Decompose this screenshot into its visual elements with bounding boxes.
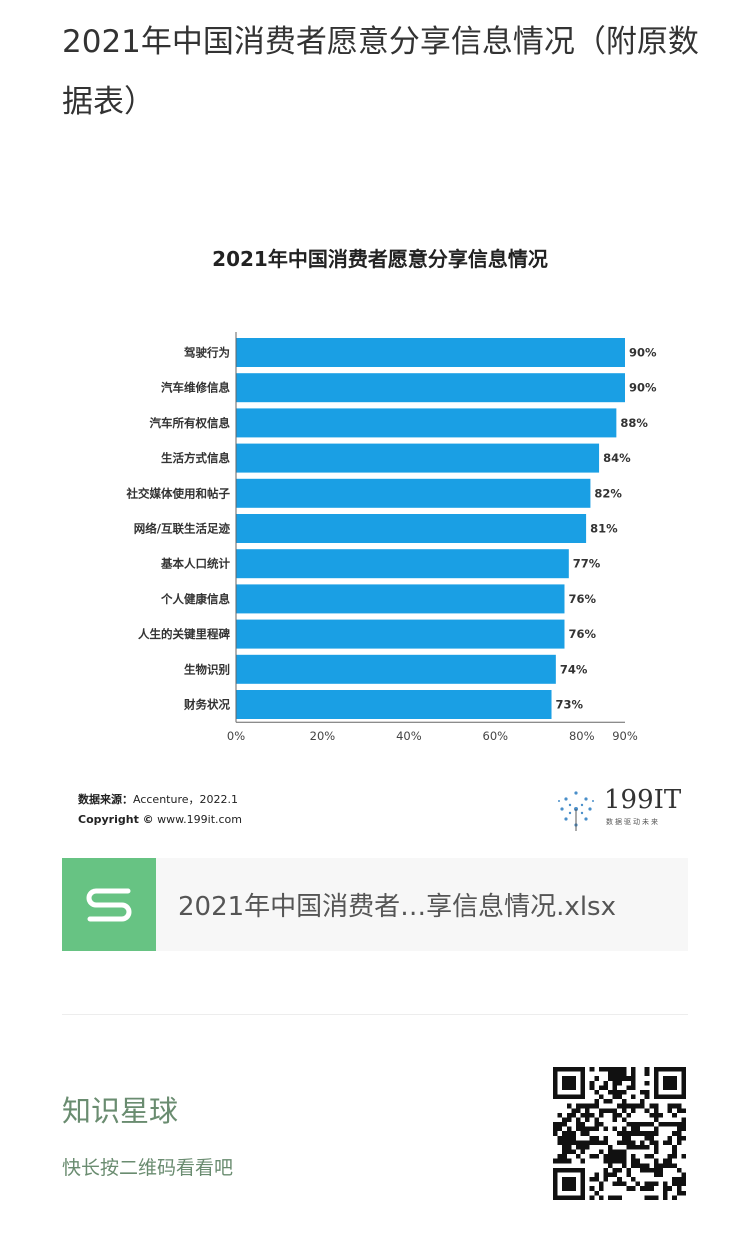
value-label: 90% — [629, 346, 657, 360]
bar — [236, 619, 565, 649]
x-tick-label: 0% — [227, 729, 245, 743]
source-label: 数据来源： — [78, 793, 133, 806]
category-label: 基本人口统计 — [160, 557, 230, 571]
category-label: 汽车所有权信息 — [150, 416, 231, 430]
divider — [62, 1014, 688, 1015]
bar — [236, 443, 600, 473]
bar — [236, 690, 552, 719]
brand-name: 知识星球 — [62, 1094, 179, 1128]
value-label: 81% — [590, 522, 618, 536]
qr-hint: 快长按二维码看看吧 — [62, 1157, 234, 1179]
copyright-label: Copyright © — [78, 813, 154, 826]
value-label: 88% — [620, 416, 648, 430]
category-label: 人生的关键里程碑 — [138, 627, 230, 641]
bar — [236, 584, 565, 614]
value-label: 77% — [573, 557, 601, 571]
value-label: 90% — [629, 381, 657, 395]
chart-source: 数据来源：Accenture，2022.1 Copyright © www.19… — [78, 790, 242, 830]
category-label: 网络/互联生活足迹 — [134, 522, 231, 536]
bar — [236, 338, 625, 367]
x-tick-label: 90% — [612, 729, 638, 743]
category-label: 个人健康信息 — [160, 592, 230, 606]
copyright-value: www.199it.com — [157, 813, 243, 826]
post-title: 2021年中国消费者愿意分享信息情况（附原数据表） — [62, 24, 699, 120]
bar — [236, 408, 617, 438]
value-label: 82% — [594, 486, 622, 500]
bar — [236, 514, 587, 543]
category-label: 汽车维修信息 — [161, 381, 230, 395]
bar — [236, 549, 569, 579]
category-label: 生活方式信息 — [161, 451, 230, 465]
category-label: 财务状况 — [183, 698, 230, 712]
spreadsheet-s-icon — [62, 858, 156, 951]
x-tick-label: 40% — [396, 729, 422, 743]
199it-logo: 199IT 数据驱动未来 — [552, 785, 682, 833]
value-label: 84% — [603, 451, 631, 465]
qr-code-icon[interactable] — [553, 1067, 686, 1200]
bar — [236, 478, 591, 508]
attachment-card[interactable]: 2021年中国消费者…享信息情况.xlsx — [62, 858, 688, 951]
chart-title: 2021年中国消费者愿意分享信息情况 — [212, 247, 548, 271]
logo-text: 199IT — [604, 785, 682, 815]
bar-chart: 驾驶行为 90% 汽车维修信息 90% 汽车所有权信息 88% 生活方式信息 84% 社交媒体使… — [126, 332, 657, 743]
value-label: 76% — [568, 592, 596, 606]
attachment-file-name: 2021年中国消费者…享信息情况.xlsx — [178, 892, 616, 922]
value-label: 73% — [556, 698, 584, 712]
category-label: 社交媒体使用和帖子 — [126, 486, 231, 500]
dandelion-icon — [558, 791, 594, 831]
category-label: 生物识别 — [184, 662, 230, 676]
value-label: 76% — [568, 627, 596, 641]
x-tick-label: 60% — [483, 729, 509, 743]
bar — [236, 373, 625, 403]
category-label: 驾驶行为 — [183, 346, 230, 360]
x-tick-label: 80% — [569, 729, 595, 743]
value-label: 74% — [560, 662, 588, 676]
bar — [236, 654, 556, 684]
source-value: Accenture，2022.1 — [133, 793, 238, 806]
logo-subtitle: 数据驱动未来 — [606, 818, 660, 826]
x-tick-label: 20% — [310, 729, 336, 743]
chart-image: 2021年中国消费者愿意分享信息情况 驾驶行为 90% 汽车维修信息 90% 汽车所有权… — [40, 225, 720, 845]
